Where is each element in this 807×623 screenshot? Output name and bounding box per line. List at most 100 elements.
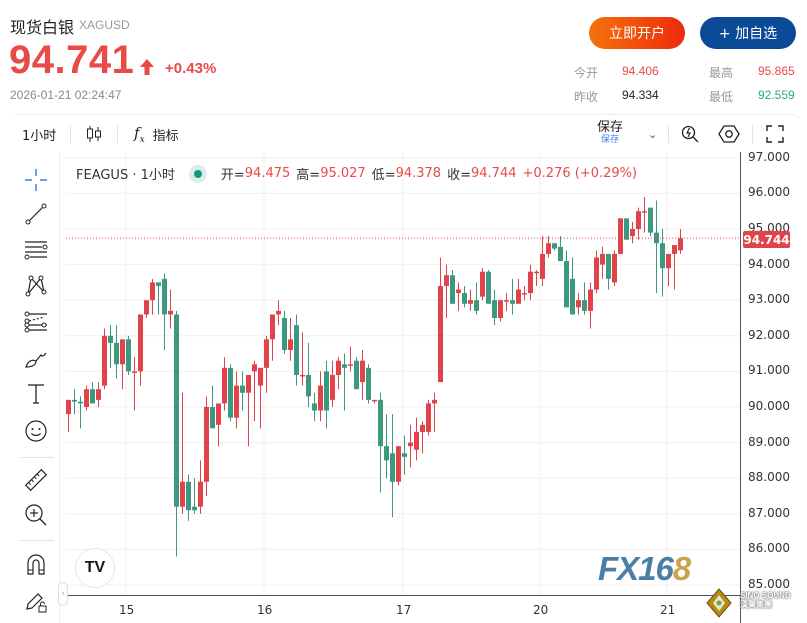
candle-body xyxy=(666,253,671,269)
high-label: 最高 xyxy=(709,66,734,80)
candle-body xyxy=(198,481,203,507)
up-arrow-icon xyxy=(140,59,154,75)
indicators-button[interactable]: fx 指标 xyxy=(134,115,179,153)
candle-body xyxy=(402,453,407,457)
candle-body xyxy=(624,218,629,240)
candle-body xyxy=(120,339,125,365)
candlestick-icon xyxy=(87,126,101,142)
fullscreen-button[interactable] xyxy=(766,115,784,153)
candle-body xyxy=(360,360,365,383)
open-value: 94.406 xyxy=(622,64,659,78)
divider xyxy=(70,125,71,143)
candle-body xyxy=(414,431,419,450)
emoji-icon xyxy=(25,420,47,442)
save-label: 保存 xyxy=(597,120,624,135)
fx168-watermark: FX168 xyxy=(598,550,691,587)
price-tick-label: 96.000 xyxy=(748,185,790,200)
candle-body xyxy=(630,229,635,237)
sino-sound-logo-icon xyxy=(706,588,732,618)
candle-body xyxy=(648,207,653,233)
candle-body xyxy=(378,399,383,447)
pattern-tool[interactable] xyxy=(23,273,49,299)
candle-body xyxy=(480,271,485,297)
candle-body xyxy=(282,318,287,351)
candle-body xyxy=(456,289,461,294)
candle-body xyxy=(582,300,587,311)
high-value: 95.027 xyxy=(320,166,366,181)
series-name: FEAGUS · 1小时 xyxy=(76,168,175,183)
crosshair-tool[interactable] xyxy=(23,167,49,193)
candle-body xyxy=(576,300,581,308)
save-button[interactable]: 保存 保存 xyxy=(597,115,623,153)
candle-body xyxy=(528,271,533,294)
candle-body xyxy=(462,293,467,304)
close-value: 94.744 xyxy=(471,166,517,181)
candle-body xyxy=(564,261,569,308)
price-tick-label: 85.000 xyxy=(748,577,790,591)
settings-button[interactable] xyxy=(718,115,740,153)
fib-channel-tool[interactable] xyxy=(23,309,49,335)
candle-body xyxy=(300,374,305,377)
instrument-title: 现货白银 xyxy=(10,18,75,37)
candle-body xyxy=(114,342,119,365)
settings-icon xyxy=(718,125,740,143)
ruler-tool[interactable] xyxy=(23,467,49,493)
candle-body xyxy=(78,401,83,404)
candle-body xyxy=(342,364,347,368)
tradingview-logo[interactable]: TV xyxy=(75,548,115,588)
chart-legend: FEAGUS · 1小时 开= 94.475 高= 95.027 低= 94.378 … xyxy=(76,164,637,183)
trend-line-tool[interactable] xyxy=(23,201,49,227)
prev-close-value: 94.334 xyxy=(622,88,659,102)
candle-body xyxy=(288,339,293,351)
emoji-tool[interactable] xyxy=(23,418,49,444)
chart-type-button[interactable] xyxy=(86,115,102,153)
open-value: 94.475 xyxy=(244,166,291,181)
candle-body xyxy=(660,243,665,269)
divider xyxy=(117,125,118,143)
save-options-chevron-down-icon[interactable]: ⌄ xyxy=(648,127,658,141)
candle-body xyxy=(168,310,173,315)
text-tool[interactable] xyxy=(23,381,49,407)
magnet-tool[interactable] xyxy=(23,551,49,577)
quick-search-button[interactable] xyxy=(680,115,700,153)
candle-body xyxy=(90,389,95,404)
fullscreen-icon xyxy=(766,125,784,143)
price-tick-label: 88.000 xyxy=(748,470,790,485)
zoom-in-tool[interactable] xyxy=(23,502,49,528)
candle-body xyxy=(498,300,503,318)
candle-body xyxy=(180,481,185,507)
candle-body xyxy=(228,367,233,418)
candle-body xyxy=(84,389,89,407)
candle-body xyxy=(636,211,641,229)
candle-body xyxy=(348,364,353,366)
open-account-button[interactable]: 立即开户 xyxy=(589,17,685,49)
function-icon: fx xyxy=(134,123,145,145)
candle-body xyxy=(540,253,545,279)
collapse-toolbar-chevron-left-icon[interactable]: ‹ xyxy=(58,582,68,606)
high-value: 95.865 xyxy=(758,64,795,78)
candle-body xyxy=(222,367,227,404)
candle-body xyxy=(384,446,389,461)
brush-tool[interactable] xyxy=(23,346,49,372)
horizontal-lines-tool[interactable] xyxy=(23,237,49,263)
candlestick-chart[interactable] xyxy=(66,152,807,623)
candle-body xyxy=(492,300,497,318)
text-icon xyxy=(28,384,44,404)
lock-drawing-icon xyxy=(26,593,47,613)
candle-body xyxy=(552,243,557,249)
price-tick-label: 91.000 xyxy=(748,363,790,378)
close-label: 收= xyxy=(447,168,471,183)
candle-body xyxy=(522,293,527,295)
zoom-in-icon xyxy=(25,504,47,526)
prev-close-label: 昨收 xyxy=(574,90,599,104)
candle-body xyxy=(354,360,359,390)
divider xyxy=(20,457,54,458)
add-watchlist-button[interactable]: + 加自选 xyxy=(700,17,796,49)
time-tick-label: 21 xyxy=(660,603,676,617)
lock-drawing-tool[interactable] xyxy=(23,588,49,614)
change-percent: +0.43% xyxy=(165,60,217,77)
interval-selector[interactable]: 1小时 xyxy=(22,128,57,144)
low-value: 94.378 xyxy=(395,166,442,181)
candle-body xyxy=(612,253,617,283)
candle-body xyxy=(216,403,221,425)
